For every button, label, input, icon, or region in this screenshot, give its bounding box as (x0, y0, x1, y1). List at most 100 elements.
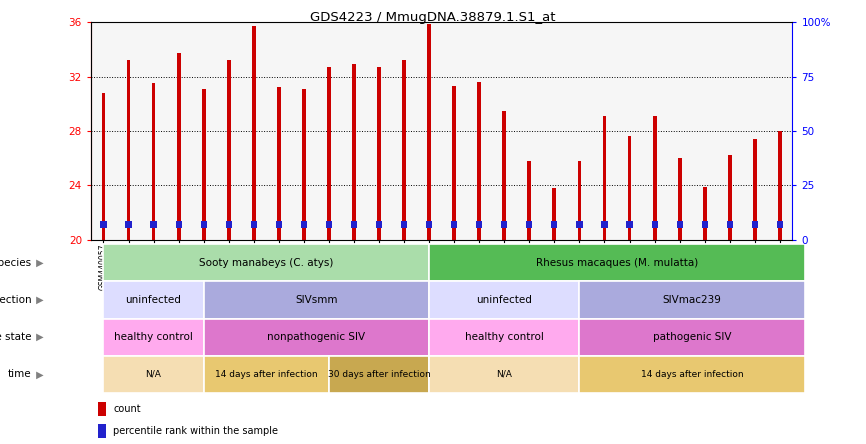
Bar (692, 22, 717, 240)
Bar (376, 221, 382, 227)
Text: SIVmac239: SIVmac239 (662, 295, 721, 305)
Bar (667, 22, 692, 240)
Bar (552, 221, 558, 227)
Bar (151, 221, 157, 227)
Bar (477, 82, 481, 240)
Bar (579, 356, 805, 393)
Bar (91, 22, 116, 240)
Bar (579, 319, 805, 356)
Text: ▶: ▶ (34, 258, 44, 268)
Bar (603, 116, 606, 240)
Text: healthy control: healthy control (114, 332, 193, 342)
Bar (492, 22, 517, 240)
Bar (242, 22, 267, 240)
Bar (202, 89, 205, 240)
Text: N/A: N/A (496, 370, 512, 379)
Text: ▶: ▶ (34, 369, 44, 379)
Bar (578, 161, 581, 240)
Bar (201, 221, 207, 227)
Bar (727, 221, 733, 227)
Bar (266, 22, 291, 240)
Bar (316, 22, 341, 240)
Bar (152, 83, 156, 240)
Bar (377, 67, 381, 240)
Bar (742, 22, 767, 240)
Bar (101, 93, 106, 240)
Bar (651, 221, 657, 227)
Bar (676, 221, 682, 227)
Bar (592, 22, 617, 240)
Text: Sooty manabeys (C. atys): Sooty manabeys (C. atys) (199, 258, 333, 268)
Bar (626, 221, 633, 227)
Bar (250, 221, 257, 227)
Bar (430, 281, 579, 319)
Bar (753, 139, 757, 240)
Bar (467, 22, 492, 240)
Bar (642, 22, 667, 240)
Bar (226, 221, 232, 227)
Bar (177, 53, 180, 240)
Bar (430, 319, 579, 356)
Bar (176, 221, 182, 227)
Bar (752, 221, 758, 227)
Text: species: species (0, 258, 31, 268)
Text: nonpathogenic SIV: nonpathogenic SIV (268, 332, 365, 342)
Text: ▶: ▶ (34, 295, 44, 305)
Bar (216, 22, 242, 240)
Bar (451, 221, 457, 227)
Bar (126, 60, 131, 240)
Bar (275, 221, 282, 227)
Bar (778, 131, 782, 240)
Bar (98, 424, 107, 438)
Bar (116, 22, 141, 240)
Bar (366, 22, 391, 240)
Bar (542, 22, 567, 240)
Bar (527, 161, 531, 240)
Bar (100, 221, 107, 227)
Bar (427, 24, 431, 240)
Bar (402, 60, 406, 240)
Text: 14 days after infection: 14 days after infection (641, 370, 744, 379)
Bar (301, 221, 307, 227)
Text: pathogenic SIV: pathogenic SIV (653, 332, 732, 342)
Text: Rhesus macaques (M. mulatta): Rhesus macaques (M. mulatta) (536, 258, 698, 268)
Text: SIVsmm: SIVsmm (295, 295, 338, 305)
Bar (351, 221, 357, 227)
Bar (527, 221, 533, 227)
Bar (204, 356, 329, 393)
Bar (442, 22, 467, 240)
Text: 30 days after infection: 30 days after infection (327, 370, 430, 379)
Bar (628, 136, 631, 240)
Bar (103, 356, 204, 393)
Text: percentile rank within the sample: percentile rank within the sample (113, 425, 278, 436)
Bar (166, 22, 191, 240)
Text: healthy control: healthy control (465, 332, 544, 342)
Text: count: count (113, 404, 141, 414)
Bar (341, 22, 366, 240)
Bar (617, 22, 642, 240)
Bar (391, 22, 417, 240)
Bar (553, 188, 556, 240)
Bar (430, 244, 805, 281)
Bar (252, 26, 255, 240)
Bar (452, 86, 456, 240)
Bar (103, 244, 430, 281)
Bar (717, 22, 742, 240)
Text: GDS4223 / MmugDNA.38879.1.S1_at: GDS4223 / MmugDNA.38879.1.S1_at (310, 11, 556, 24)
Text: infection: infection (0, 295, 31, 305)
Bar (401, 221, 407, 227)
Bar (204, 281, 430, 319)
Bar (227, 60, 230, 240)
Text: uninfected: uninfected (126, 295, 182, 305)
Bar (204, 319, 430, 356)
Bar (517, 22, 542, 240)
Bar (302, 89, 306, 240)
Bar (501, 221, 507, 227)
Text: uninfected: uninfected (476, 295, 533, 305)
Bar (426, 221, 432, 227)
Bar (98, 401, 107, 416)
Bar (103, 281, 204, 319)
Bar (277, 87, 281, 240)
Bar (767, 22, 792, 240)
Bar (703, 187, 707, 240)
